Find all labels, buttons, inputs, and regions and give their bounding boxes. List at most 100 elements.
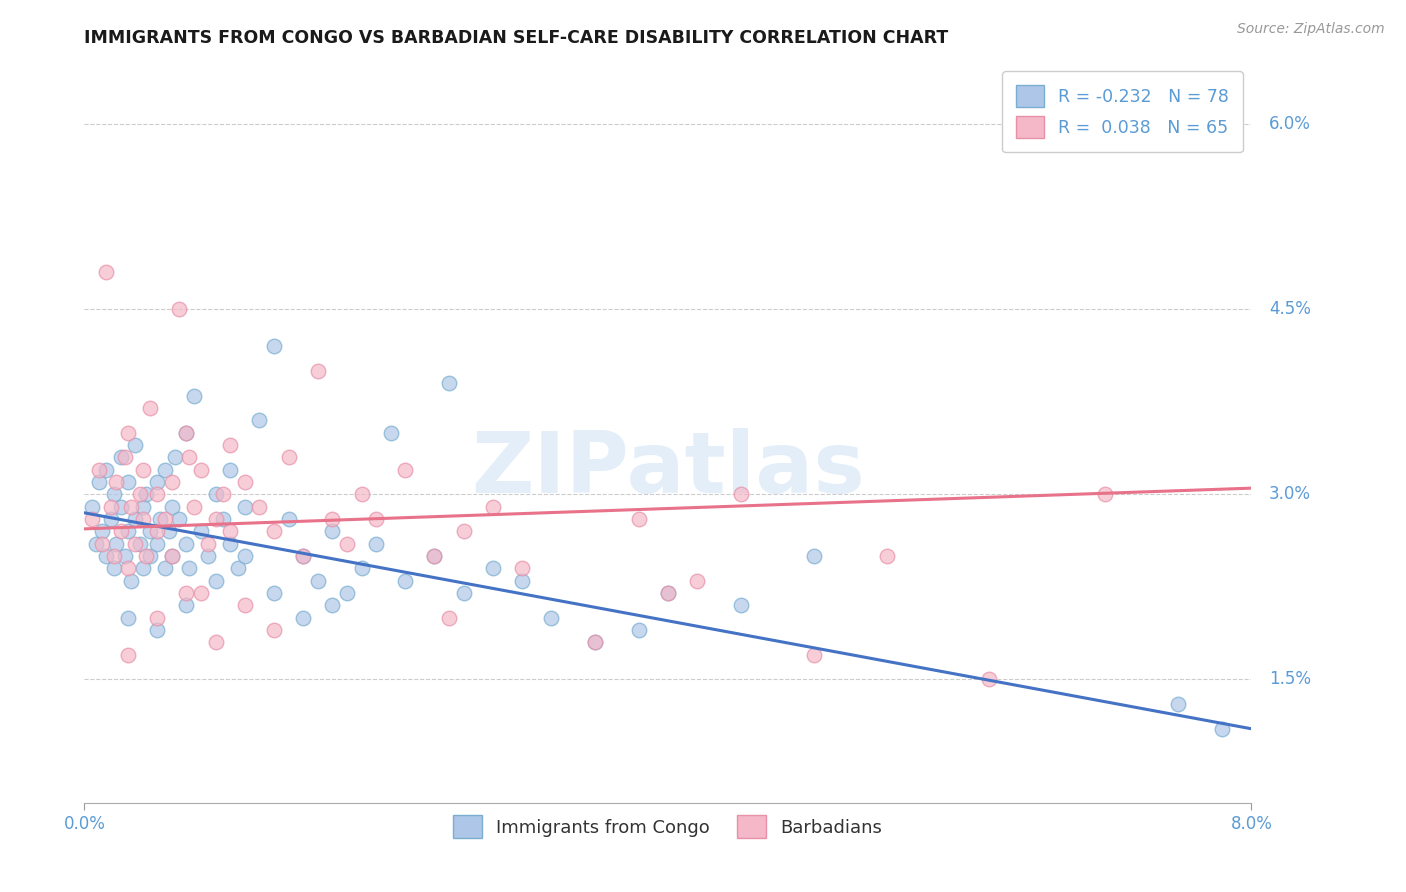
Point bbox=[117, 425, 139, 440]
Point bbox=[96, 265, 118, 279]
Point bbox=[321, 599, 343, 613]
Point bbox=[114, 450, 136, 465]
Point bbox=[176, 425, 198, 440]
Point bbox=[80, 500, 103, 514]
Point bbox=[307, 574, 329, 588]
Point bbox=[307, 364, 329, 378]
Point bbox=[453, 524, 475, 539]
Point bbox=[212, 512, 235, 526]
Point bbox=[657, 586, 679, 600]
Point bbox=[176, 599, 198, 613]
Point bbox=[657, 586, 679, 600]
Point bbox=[117, 475, 139, 489]
Text: 3.0%: 3.0% bbox=[1268, 485, 1310, 503]
Point bbox=[204, 635, 226, 649]
Text: ZIPatlas: ZIPatlas bbox=[471, 428, 865, 511]
Point bbox=[146, 487, 169, 501]
Point bbox=[128, 487, 150, 501]
Point bbox=[321, 524, 343, 539]
Point bbox=[110, 450, 132, 465]
Point bbox=[153, 512, 176, 526]
Point bbox=[157, 524, 180, 539]
Point bbox=[219, 524, 242, 539]
Point bbox=[117, 524, 139, 539]
Point bbox=[437, 376, 460, 391]
Point bbox=[100, 500, 122, 514]
Point bbox=[977, 673, 1000, 687]
Point bbox=[540, 611, 562, 625]
Point bbox=[96, 462, 118, 476]
Point bbox=[149, 512, 172, 526]
Point bbox=[100, 512, 122, 526]
Point bbox=[124, 536, 146, 550]
Point bbox=[139, 549, 162, 563]
Point bbox=[103, 561, 125, 575]
Point bbox=[510, 574, 533, 588]
Point bbox=[179, 450, 201, 465]
Point bbox=[336, 536, 359, 550]
Point bbox=[219, 438, 242, 452]
Point bbox=[167, 302, 190, 317]
Point bbox=[117, 648, 139, 662]
Point bbox=[120, 500, 142, 514]
Point bbox=[803, 648, 825, 662]
Point bbox=[204, 574, 226, 588]
Point bbox=[124, 512, 146, 526]
Point bbox=[481, 500, 505, 514]
Point bbox=[453, 586, 475, 600]
Point bbox=[803, 549, 825, 563]
Point bbox=[90, 524, 112, 539]
Point bbox=[190, 586, 212, 600]
Point bbox=[394, 574, 416, 588]
Point bbox=[263, 524, 285, 539]
Point bbox=[219, 536, 242, 550]
Point bbox=[146, 475, 169, 489]
Point bbox=[583, 635, 606, 649]
Point bbox=[686, 574, 709, 588]
Point bbox=[96, 549, 118, 563]
Point bbox=[183, 500, 205, 514]
Point bbox=[190, 524, 212, 539]
Point bbox=[627, 623, 650, 637]
Point bbox=[183, 389, 205, 403]
Point bbox=[263, 339, 285, 353]
Point bbox=[212, 487, 235, 501]
Point bbox=[160, 500, 183, 514]
Point bbox=[730, 599, 752, 613]
Point bbox=[132, 512, 155, 526]
Point bbox=[117, 611, 139, 625]
Point bbox=[117, 561, 139, 575]
Point bbox=[160, 549, 183, 563]
Point bbox=[110, 500, 132, 514]
Point bbox=[423, 549, 446, 563]
Point bbox=[627, 512, 650, 526]
Point bbox=[87, 475, 110, 489]
Point bbox=[153, 561, 176, 575]
Point bbox=[110, 524, 132, 539]
Point bbox=[233, 475, 256, 489]
Point bbox=[481, 561, 505, 575]
Point bbox=[160, 549, 183, 563]
Point bbox=[146, 524, 169, 539]
Point bbox=[153, 462, 176, 476]
Point bbox=[1211, 722, 1233, 736]
Point bbox=[135, 487, 157, 501]
Point bbox=[128, 536, 150, 550]
Point bbox=[233, 549, 256, 563]
Point bbox=[132, 561, 155, 575]
Point bbox=[179, 561, 201, 575]
Point bbox=[350, 487, 373, 501]
Point bbox=[167, 512, 190, 526]
Point bbox=[190, 462, 212, 476]
Point bbox=[139, 401, 162, 415]
Point bbox=[176, 536, 198, 550]
Point bbox=[249, 500, 271, 514]
Point bbox=[336, 586, 359, 600]
Point bbox=[84, 536, 107, 550]
Legend: Immigrants from Congo, Barbadians: Immigrants from Congo, Barbadians bbox=[446, 808, 890, 846]
Point bbox=[219, 462, 242, 476]
Point bbox=[277, 450, 299, 465]
Point bbox=[263, 623, 285, 637]
Point bbox=[226, 561, 249, 575]
Point bbox=[876, 549, 898, 563]
